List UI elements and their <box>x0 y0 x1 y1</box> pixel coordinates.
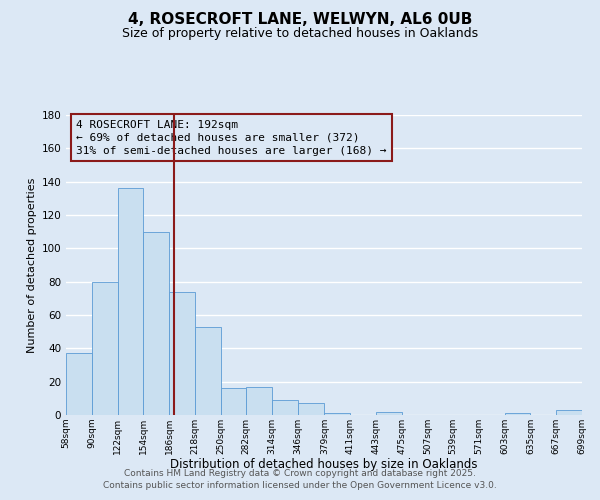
Text: Contains HM Land Registry data © Crown copyright and database right 2025.: Contains HM Land Registry data © Crown c… <box>124 468 476 477</box>
Bar <box>195 326 221 415</box>
Text: Contains public sector information licensed under the Open Government Licence v3: Contains public sector information licen… <box>103 481 497 490</box>
Bar <box>118 188 143 415</box>
Bar <box>556 410 582 415</box>
Bar <box>325 414 350 415</box>
Bar <box>66 354 92 415</box>
Bar <box>169 292 195 415</box>
Bar <box>92 282 118 415</box>
Text: 4 ROSECROFT LANE: 192sqm
← 69% of detached houses are smaller (372)
31% of semi-: 4 ROSECROFT LANE: 192sqm ← 69% of detach… <box>76 120 387 156</box>
Text: 4, ROSECROFT LANE, WELWYN, AL6 0UB: 4, ROSECROFT LANE, WELWYN, AL6 0UB <box>128 12 472 28</box>
Bar <box>272 400 298 415</box>
Bar <box>505 414 530 415</box>
X-axis label: Distribution of detached houses by size in Oaklands: Distribution of detached houses by size … <box>170 458 478 471</box>
Bar <box>298 404 325 415</box>
Bar <box>221 388 247 415</box>
Bar <box>376 412 401 415</box>
Bar <box>247 386 272 415</box>
Text: Size of property relative to detached houses in Oaklands: Size of property relative to detached ho… <box>122 28 478 40</box>
Y-axis label: Number of detached properties: Number of detached properties <box>27 178 37 352</box>
Bar <box>143 232 169 415</box>
